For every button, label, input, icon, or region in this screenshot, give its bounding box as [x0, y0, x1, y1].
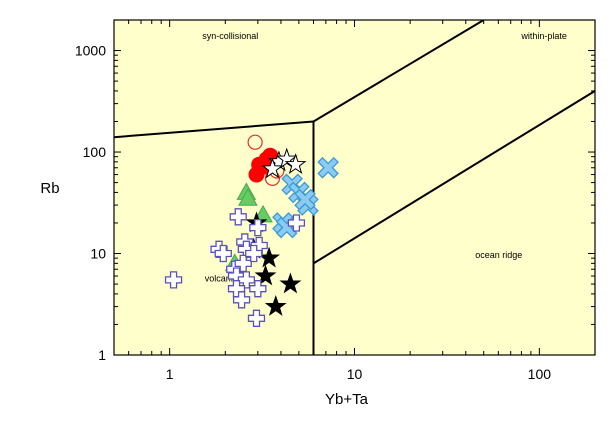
boundary-line — [312, 20, 485, 123]
data-point-open-plus — [249, 280, 267, 298]
data-point-open-star — [275, 147, 298, 169]
data-point-open-plus — [234, 254, 252, 273]
data-point-open-plus — [245, 244, 263, 263]
data-point-open-star — [284, 153, 307, 175]
data-point-open-plus — [237, 240, 256, 258]
data-point-open-star — [261, 157, 284, 179]
data-point-open-plus — [214, 244, 232, 263]
data-point-x-cross — [294, 188, 316, 211]
y-axis-title: Rb — [40, 180, 59, 197]
data-point-open-plus — [229, 208, 247, 226]
boundary-lines — [114, 20, 595, 355]
data-point-filled-star — [279, 272, 302, 294]
axis-ticks: 1 10 100 1 10 100 1000 — [75, 19, 596, 382]
boundary-line — [312, 90, 595, 265]
data-points — [164, 134, 339, 327]
region-label: ocean ridge — [475, 250, 522, 260]
x-axis-title: Yb+Ta — [325, 391, 369, 408]
data-point-x-cross — [317, 156, 339, 179]
data-point-open-plus — [247, 309, 266, 327]
y-tick-label: 100 — [83, 144, 107, 160]
data-point-filled-star — [264, 295, 287, 316]
y-tick-label: 1 — [98, 347, 106, 363]
x-tick-label: 100 — [528, 366, 552, 382]
data-point-open-plus — [249, 218, 267, 237]
data-point-filled-star — [254, 264, 277, 286]
y-tick-label: 10 — [90, 246, 106, 262]
plot-area — [114, 20, 595, 355]
data-point-filled-triangle — [238, 188, 258, 206]
x-tick-label: 1 — [166, 366, 174, 382]
y-tick-label: 1000 — [75, 43, 106, 59]
data-point-open-plus — [164, 271, 183, 289]
region-label: within-plate — [520, 31, 567, 41]
data-point-open-plus — [232, 291, 251, 309]
data-point-open-plus — [287, 214, 306, 232]
data-point-open-circle — [247, 134, 263, 150]
boundary-line — [114, 120, 314, 139]
region-label: syn-collisional — [202, 31, 258, 41]
x-tick-label: 10 — [347, 366, 363, 382]
